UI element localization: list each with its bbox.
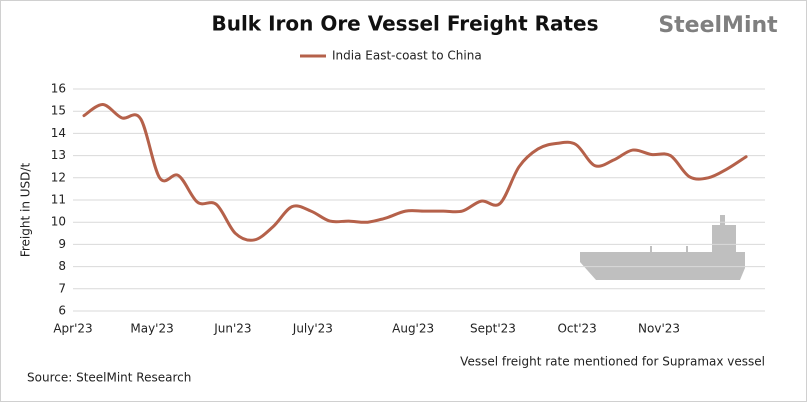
legend-label: India East-coast to China: [332, 49, 482, 63]
x-tick-label: Oct'23: [557, 322, 596, 336]
y-tick-label: 9: [58, 237, 66, 251]
ship-icon: [580, 215, 745, 280]
y-tick-label: 11: [51, 193, 66, 207]
x-tick-label: Jun'23: [213, 322, 251, 336]
y-tick-label: 16: [51, 82, 66, 96]
x-tick-label: Aug'23: [392, 322, 434, 336]
source: Source: SteelMint Research: [27, 371, 191, 385]
y-tick-label: 6: [58, 304, 66, 318]
y-tick-label: 13: [51, 148, 66, 162]
y-tick-label: 8: [58, 259, 66, 273]
x-tick-label: July'23: [292, 322, 333, 336]
y-axis-label: Freight in USD/t: [19, 163, 33, 258]
x-tick-label: May'23: [130, 322, 173, 336]
footnote: Vessel freight rate mentioned for Supram…: [460, 355, 765, 369]
y-tick-label: 10: [51, 215, 66, 229]
x-tick-label: Apr'23: [53, 322, 92, 336]
x-tick-label: Nov'23: [638, 322, 680, 336]
x-tick-label: Sept'23: [470, 322, 516, 336]
series-line: [82, 103, 748, 242]
y-tick-label: 14: [51, 126, 66, 140]
y-tick-label: 15: [51, 104, 66, 118]
chart-title: Bulk Iron Ore Vessel Freight Rates: [211, 12, 598, 36]
y-tick-label: 12: [51, 170, 66, 184]
brand-logo: SteelMint: [658, 13, 778, 38]
y-tick-label: 7: [58, 281, 66, 295]
